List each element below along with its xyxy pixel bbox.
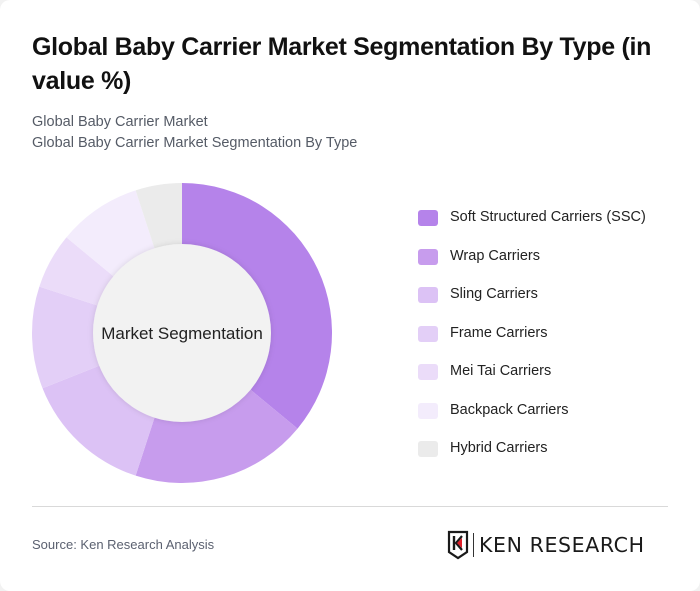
donut-slice[interactable] xyxy=(39,237,115,306)
donut-slice[interactable] xyxy=(135,389,298,484)
legend-label: Hybrid Carriers xyxy=(450,440,548,456)
donut-chart: Market Segmentation xyxy=(30,181,334,485)
legend-item-wrap[interactable]: Wrap Carriers xyxy=(418,246,646,285)
legend-swatch xyxy=(418,364,438,380)
donut-slice[interactable] xyxy=(182,183,333,429)
legend-item-frame[interactable]: Frame Carriers xyxy=(418,323,646,362)
donut-slice[interactable] xyxy=(66,190,155,277)
donut-slice[interactable] xyxy=(135,183,182,250)
ken-research-logo: KEN RESEARCH xyxy=(447,529,645,561)
chart-title: Global Baby Carrier Market Segmentation … xyxy=(32,33,652,95)
legend-label: Backpack Carriers xyxy=(450,401,569,418)
legend-item-mei-tai[interactable]: Mei Tai Carriers xyxy=(418,361,646,400)
legend-swatch xyxy=(418,325,438,342)
donut-svg: Market Segmentation xyxy=(32,183,333,484)
center-label: Market Segmentation xyxy=(101,324,263,343)
logo-text: KEN RESEARCH xyxy=(479,533,645,557)
legend-item-sling[interactable]: Sling Carriers xyxy=(418,284,646,323)
legend-item-hybrid[interactable]: Hybrid Carriers xyxy=(418,438,646,477)
legend: Soft Structured Carriers (SSC) Wrap Carr… xyxy=(418,207,646,477)
source-note: Source: Ken Research Analysis xyxy=(32,537,215,552)
legend-swatch xyxy=(418,441,438,457)
logo-separator xyxy=(473,533,474,557)
legend-label: Wrap Carriers xyxy=(450,247,540,264)
legend-label: Sling Carriers xyxy=(450,286,538,302)
legend-label: Soft Structured Carriers (SSC) xyxy=(450,209,646,225)
donut-center xyxy=(93,244,271,422)
legend-swatch xyxy=(418,402,438,419)
legend-item-backpack[interactable]: Backpack Carriers xyxy=(418,400,646,439)
subtitle-market: Global Baby Carrier Market xyxy=(32,114,208,130)
ken-shield-icon xyxy=(447,530,469,560)
legend-swatch xyxy=(418,287,438,303)
legend-swatch xyxy=(418,248,438,265)
legend-label: Frame Carriers xyxy=(450,324,548,341)
subtitle-segmentation: Global Baby Carrier Market Segmentation … xyxy=(32,135,358,151)
donut-slice[interactable] xyxy=(42,365,155,476)
legend-item-ssc[interactable]: Soft Structured Carriers (SSC) xyxy=(418,207,646,246)
footer-divider xyxy=(32,506,668,507)
donut-slice[interactable] xyxy=(32,286,101,389)
legend-swatch xyxy=(418,210,438,226)
legend-label: Mei Tai Carriers xyxy=(450,363,552,379)
donut-slices xyxy=(32,183,333,484)
